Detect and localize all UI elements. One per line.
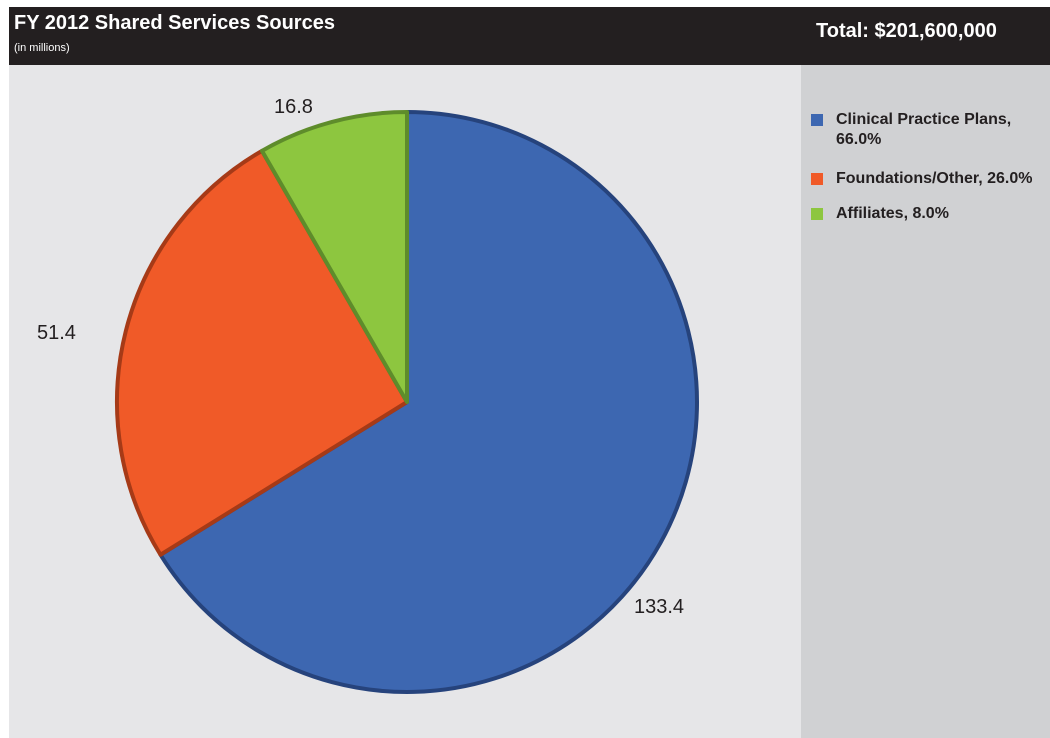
legend-label-affiliates: Affiliates, 8.0% (836, 205, 949, 222)
chart-title: FY 2012 Shared Services Sources (14, 12, 335, 34)
pie-chart: 133.4 51.4 16.8 (37, 96, 699, 694)
pie-slice-clinical-practice-plans (158, 110, 699, 694)
legend-swatch-clinical-practice-plans (811, 114, 823, 126)
total-label: Total: $201,600,000 (816, 20, 997, 42)
legend-label-foundations-other: Foundations/Other, 26.0% (836, 170, 1033, 187)
legend: Clinical Practice Plans, 66.0% Foundatio… (801, 65, 1050, 738)
legend-swatch-affiliates (811, 208, 823, 220)
chart-header: FY 2012 Shared Services Sources (in mill… (9, 7, 1050, 65)
pie-slice-foundations-other (115, 148, 409, 557)
pie-slice-affiliates (260, 110, 409, 404)
legend-label-clinical-practice-plans: Clinical Practice Plans, 66.0% (836, 111, 1012, 148)
legend-swatch-foundations-other (811, 173, 823, 185)
slice-value-label-foundations-other: 51.4 (37, 322, 76, 344)
chart-subtitle: (in millions) (14, 42, 70, 54)
plot-area: 133.4 51.4 16.8 (9, 65, 801, 738)
slice-value-label-affiliates: 16.8 (274, 96, 313, 118)
slice-value-label-clinical-practice-plans: 133.4 (634, 596, 684, 618)
